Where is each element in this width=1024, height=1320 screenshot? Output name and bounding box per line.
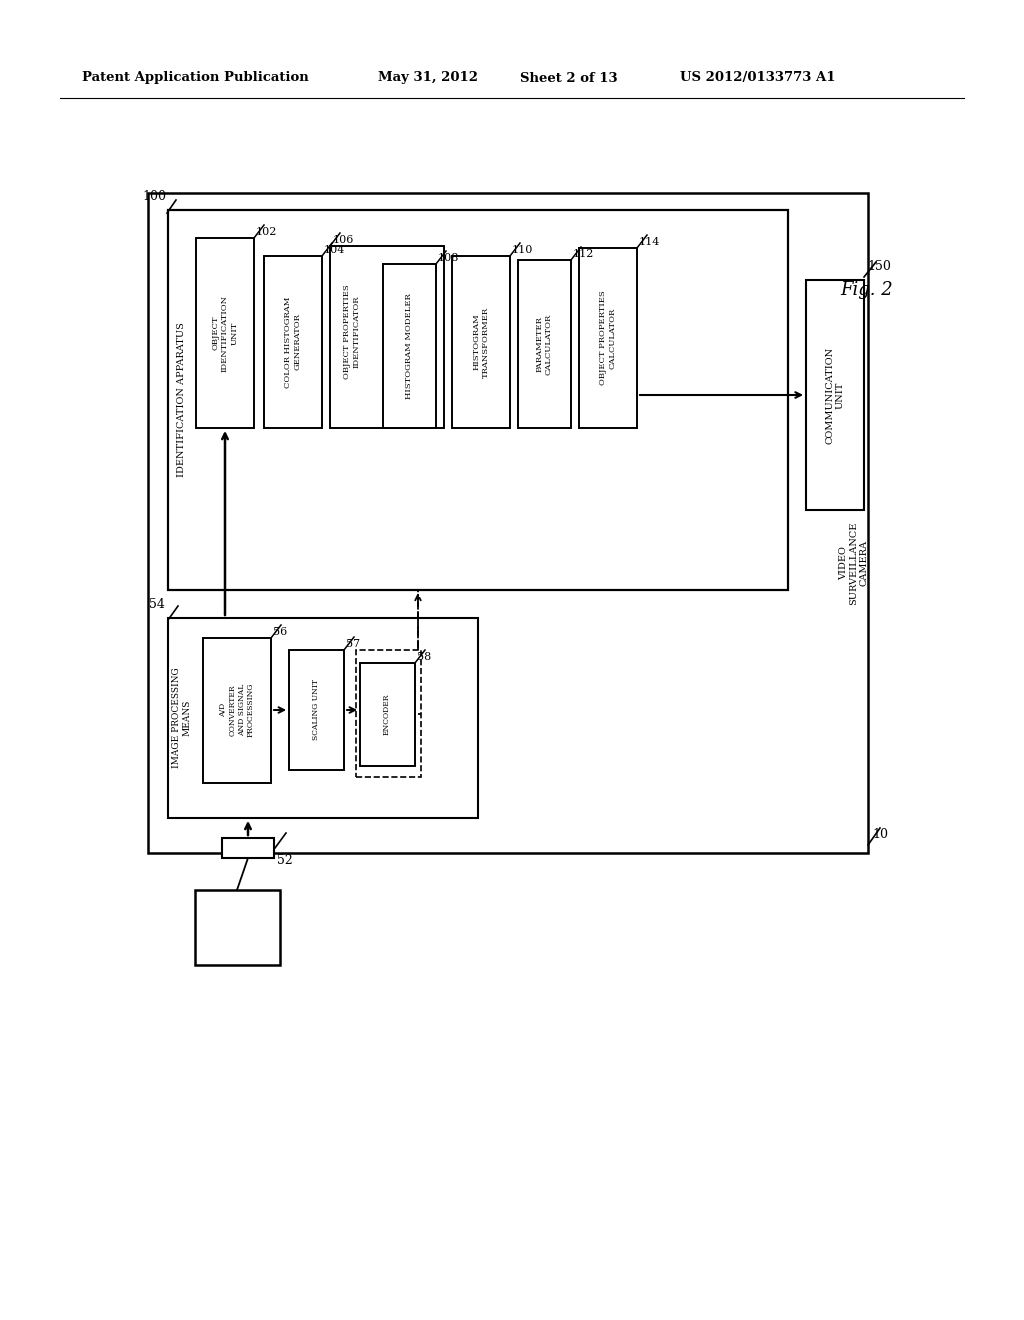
Text: 100: 100: [142, 190, 166, 202]
Bar: [195, 890, 280, 965]
Text: 108: 108: [438, 253, 460, 263]
Text: Fig. 2: Fig. 2: [840, 281, 893, 300]
Text: 57: 57: [346, 639, 360, 649]
Bar: [168, 210, 788, 590]
Bar: [203, 638, 271, 783]
Bar: [264, 256, 322, 428]
Text: OBJECT PROPERTIES
IDENTIFICATOR: OBJECT PROPERTIES IDENTIFICATOR: [343, 285, 360, 379]
Text: 58: 58: [417, 652, 431, 663]
Text: COMMUNICATION
UNIT: COMMUNICATION UNIT: [825, 346, 845, 444]
Text: IDENTIFICATION APPARATUS: IDENTIFICATION APPARATUS: [176, 322, 185, 478]
Bar: [518, 260, 571, 428]
Bar: [289, 649, 344, 770]
Text: 114: 114: [639, 238, 660, 247]
Bar: [168, 618, 478, 818]
Text: 150: 150: [867, 260, 891, 272]
Text: May 31, 2012: May 31, 2012: [378, 71, 478, 84]
Bar: [383, 264, 436, 428]
Text: HISTOGRAM MODELER: HISTOGRAM MODELER: [406, 293, 413, 399]
Bar: [452, 256, 510, 428]
Bar: [356, 649, 421, 777]
Text: 52: 52: [278, 854, 293, 866]
Text: A/D
CONVERTER
AND SIGNAL
PROCESSING: A/D CONVERTER AND SIGNAL PROCESSING: [219, 682, 255, 737]
Text: 54: 54: [150, 598, 165, 610]
Bar: [148, 193, 868, 853]
Text: Sheet 2 of 13: Sheet 2 of 13: [520, 71, 617, 84]
Text: COLOR HISTOGRAM
GENERATOR: COLOR HISTOGRAM GENERATOR: [285, 296, 302, 388]
Text: 106: 106: [333, 235, 354, 246]
Text: OBJECT
IDENTIFICATION
UNIT: OBJECT IDENTIFICATION UNIT: [212, 294, 239, 371]
Text: 56: 56: [273, 627, 288, 638]
Text: OBJECT PROPERTIES
CALCULATOR: OBJECT PROPERTIES CALCULATOR: [599, 290, 616, 385]
Text: US 2012/0133773 A1: US 2012/0133773 A1: [680, 71, 836, 84]
Text: 112: 112: [573, 249, 594, 259]
Text: VIDEO
SURVEILLANCE
CAMERA: VIDEO SURVEILLANCE CAMERA: [839, 521, 869, 605]
Text: 102: 102: [256, 227, 278, 238]
Bar: [196, 238, 254, 428]
Text: 10: 10: [872, 829, 888, 842]
Text: ENCODER: ENCODER: [383, 693, 391, 735]
Text: PARAMETER
CALCULATOR: PARAMETER CALCULATOR: [536, 313, 553, 375]
Text: HISTOGRAM
TRANSFORMER: HISTOGRAM TRANSFORMER: [472, 306, 489, 378]
Text: 110: 110: [512, 246, 534, 255]
Bar: [330, 246, 444, 428]
Bar: [806, 280, 864, 510]
Text: SCALING UNIT: SCALING UNIT: [312, 680, 319, 741]
Bar: [579, 248, 637, 428]
Bar: [222, 838, 274, 858]
Text: Patent Application Publication: Patent Application Publication: [82, 71, 309, 84]
Text: 104: 104: [324, 246, 345, 255]
Bar: [360, 663, 415, 766]
Text: IMAGE PROCESSING
MEANS: IMAGE PROCESSING MEANS: [172, 668, 191, 768]
